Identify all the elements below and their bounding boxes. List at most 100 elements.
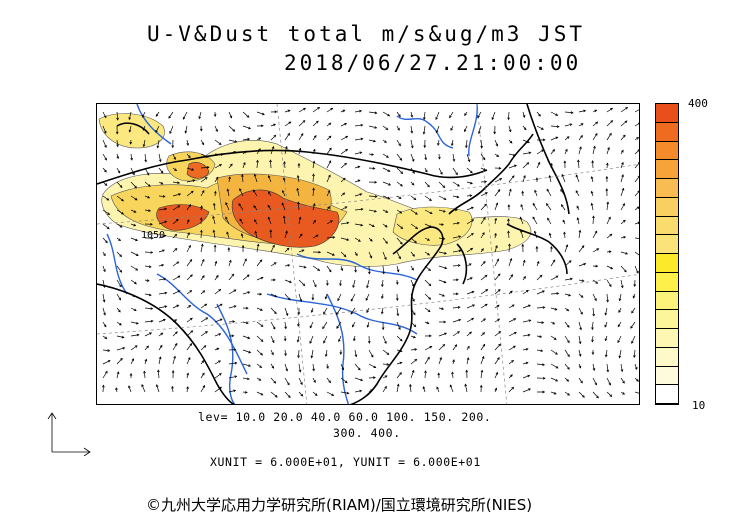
wind-arrow-head [496, 258, 500, 262]
wind-arrow [242, 335, 250, 339]
wind-arrow-head [134, 185, 137, 189]
wind-arrow [256, 111, 265, 115]
wind-arrow-head [260, 352, 263, 356]
wind-arrow [144, 307, 153, 310]
wind-arrow-head [128, 385, 131, 389]
wind-arrow-head [397, 127, 400, 131]
wind-arrow-head [483, 216, 486, 220]
wind-arrow-head [636, 379, 639, 382]
wind-arrow-head [130, 157, 133, 161]
wind-arrow [536, 111, 541, 117]
wind-arrow-head [198, 116, 202, 120]
wind-arrow-head [541, 321, 545, 324]
wind-arrow-head [303, 107, 306, 111]
wind-arrow-head [578, 353, 582, 357]
wind-arrow [129, 125, 132, 133]
wind-arrow-head [332, 253, 335, 256]
wind-arrow [326, 251, 335, 256]
wind-arrow-head [566, 379, 570, 382]
wind-arrow-head [384, 140, 387, 143]
contour-levels-line1: lev= 10.0 20.0 40.0 60.0 100. 150. 200. [198, 410, 492, 424]
wind-arrow-head [135, 268, 139, 271]
wind-arrow-head [297, 323, 300, 327]
wind-arrow-head [555, 378, 559, 382]
wind-arrow [284, 264, 290, 267]
wind-arrow [340, 149, 348, 155]
wind-arrow-head [346, 221, 350, 225]
wind-arrow [354, 124, 363, 127]
wind-arrow-head [150, 236, 154, 240]
wind-arrow-head [314, 284, 317, 288]
wind-arrow-head [312, 173, 315, 177]
wind-arrow-head [239, 218, 243, 222]
wind-arrow-head [141, 384, 144, 387]
wind-arrow [606, 363, 609, 372]
wind-arrow-head [192, 179, 196, 182]
wind-arrow [451, 139, 454, 146]
wind-arrow [186, 274, 193, 281]
wind-arrow-head [232, 129, 236, 132]
wind-arrow [312, 234, 319, 239]
wind-arrow [212, 216, 216, 225]
wind-arrow-head [604, 324, 608, 328]
wind-arrow-head [335, 312, 339, 316]
legend-color-step [656, 104, 678, 123]
wind-arrow [438, 195, 447, 200]
wind-arrow [228, 289, 237, 295]
wind-arrow [323, 307, 328, 315]
wind-arrow [242, 162, 246, 169]
wind-arrow [311, 349, 314, 358]
wind-arrow-head [413, 324, 417, 328]
wind-arrow-head [566, 308, 570, 312]
wind-arrow-head [470, 247, 474, 251]
wind-arrow-head [268, 191, 271, 195]
wind-arrow-head [328, 135, 332, 139]
wind-arrow [438, 332, 447, 337]
wind-arrow [158, 153, 161, 162]
wind-arrow [214, 373, 222, 379]
wind-arrow [200, 360, 205, 365]
wind-arrow-head [455, 208, 458, 212]
wind-arrow [228, 163, 233, 169]
wind-arrow-head [592, 215, 595, 219]
wind-arrow-head [471, 290, 475, 294]
wind-arrow-head [332, 235, 336, 239]
wind-arrow-head [342, 177, 346, 181]
wind-arrow [452, 331, 460, 337]
wind-arrow [228, 139, 237, 143]
wind-arrow-head [201, 372, 205, 376]
wind-arrow-head [188, 244, 191, 248]
wind-arrow-head [594, 298, 597, 302]
wind-arrow [424, 370, 426, 379]
wind-arrow-head [189, 343, 193, 346]
wind-arrow [270, 146, 274, 155]
wind-arrow-head [578, 341, 582, 345]
wind-arrow-head [116, 117, 119, 121]
wind-arrow-head [537, 161, 541, 165]
map-canvas: 1050 [97, 104, 639, 404]
wind-arrow [382, 111, 390, 117]
wind-arrow [577, 217, 580, 225]
wind-arrow-head [513, 164, 517, 168]
wind-arrow-head [400, 241, 403, 245]
wind-arrow [368, 251, 372, 259]
wind-arrow-head [385, 210, 389, 213]
legend-color-step [656, 272, 678, 292]
wind-arrow [423, 111, 426, 120]
wind-arrow [522, 125, 527, 130]
wind-arrow [382, 265, 385, 274]
wind-arrow-head [252, 189, 256, 193]
wind-arrow-head [581, 279, 585, 283]
wind-arrow-head [441, 307, 445, 310]
wind-arrow-head [467, 159, 471, 163]
wind-arrow-head [591, 352, 595, 356]
wind-arrow-head [469, 277, 473, 280]
wind-arrow-head [106, 226, 110, 230]
wind-arrow-head [312, 203, 316, 206]
wind-arrow-head [191, 168, 195, 171]
wind-arrow [438, 265, 447, 269]
wind-arrow [214, 164, 222, 169]
wind-arrow [452, 264, 461, 267]
wind-arrow-head [238, 203, 242, 207]
wind-arrow [382, 251, 387, 260]
